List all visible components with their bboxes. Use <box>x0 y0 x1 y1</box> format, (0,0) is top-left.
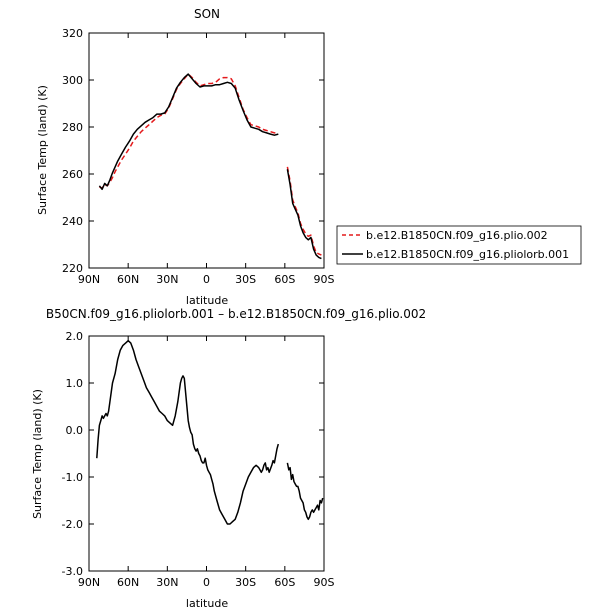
top-x-tick-label: 30N <box>156 273 178 286</box>
top-series-0-line <box>286 166 322 256</box>
bottom-x-tick-label: 90N <box>78 576 100 589</box>
bottom-plot-frame <box>88 335 325 572</box>
top-y-axis-title: Surface Temp (land) (K) <box>36 85 49 215</box>
bottom-y-tick-label: -1.0 <box>62 471 83 484</box>
legend-label-plio: b.e12.B1850CN.f09_g16.plio.002 <box>366 229 548 242</box>
bottom-y-tick-label: -3.0 <box>62 565 83 578</box>
top-y-tick-label: 220 <box>62 262 83 275</box>
top-x-tick-label: 90S <box>314 273 335 286</box>
top-y-tick-label: 280 <box>62 121 83 134</box>
top-series-0-line <box>99 73 279 189</box>
bottom-y-tick-label: 1.0 <box>66 377 84 390</box>
top-series-1-line <box>98 73 279 191</box>
bottom-y-tick-label: -2.0 <box>62 518 83 531</box>
top-chart: SON 90N 60N 30N 0 30S 60S 90S 220 240 260 280 300 32… <box>36 7 335 307</box>
top-x-tick-label: 0 <box>203 273 210 286</box>
top-series-1-line <box>286 169 322 260</box>
bottom-x-tick-label: 30N <box>156 576 178 589</box>
bottom-y-tick-label: 2.0 <box>66 330 84 343</box>
legend-box <box>336 225 582 265</box>
bottom-x-axis-title: latitude <box>186 597 228 610</box>
bottom-series-0-line <box>286 462 324 521</box>
top-x-tick-label: 30S <box>235 273 256 286</box>
bottom-x-tick-label: 60S <box>274 576 295 589</box>
top-y-tick-label: 320 <box>62 27 83 40</box>
top-x-tick-label: 60N <box>117 273 139 286</box>
legend: b.e12.B1850CN.f09_g16.plio.002 b.e12.B18… <box>336 225 582 265</box>
top-y-tick-label: 240 <box>62 215 83 228</box>
bottom-chart-title: B50CN.f09_g16.pliolorb.001 – b.e12.B1850… <box>46 307 426 321</box>
legend-label-pliolorb: b.e12.B1850CN.f09_g16.pliolorb.001 <box>366 248 569 261</box>
bottom-x-tick-label: 0 <box>203 576 210 589</box>
bottom-x-tick-label: 30S <box>235 576 256 589</box>
top-axis-ticks: 90N 60N 30N 0 30S 60S 90S 220 240 260 280 300 320 <box>62 27 335 286</box>
top-x-tick-label: 60S <box>274 273 295 286</box>
top-x-tick-label: 90N <box>78 273 100 286</box>
bottom-y-axis-title: Surface Temp (land) (K) <box>31 389 44 519</box>
top-y-tick-label: 300 <box>62 74 83 87</box>
bottom-chart: B50CN.f09_g16.pliolorb.001 – b.e12.B1850… <box>31 307 426 610</box>
bottom-axis-ticks: 90N 60N 30N 0 30S 60S 90S -3.0 -2.0 -1.0 0.0 1.0 2.0 <box>62 330 335 589</box>
top-x-axis-title: latitude <box>186 294 228 307</box>
top-series-group <box>98 73 322 260</box>
bottom-x-tick-label: 60N <box>117 576 139 589</box>
top-chart-title: SON <box>194 7 220 21</box>
bottom-series-group <box>96 339 324 525</box>
top-y-tick-label: 260 <box>62 168 83 181</box>
bottom-series-0-line <box>96 339 280 525</box>
bottom-x-tick-label: 90S <box>314 576 335 589</box>
bottom-y-tick-label: 0.0 <box>66 424 84 437</box>
